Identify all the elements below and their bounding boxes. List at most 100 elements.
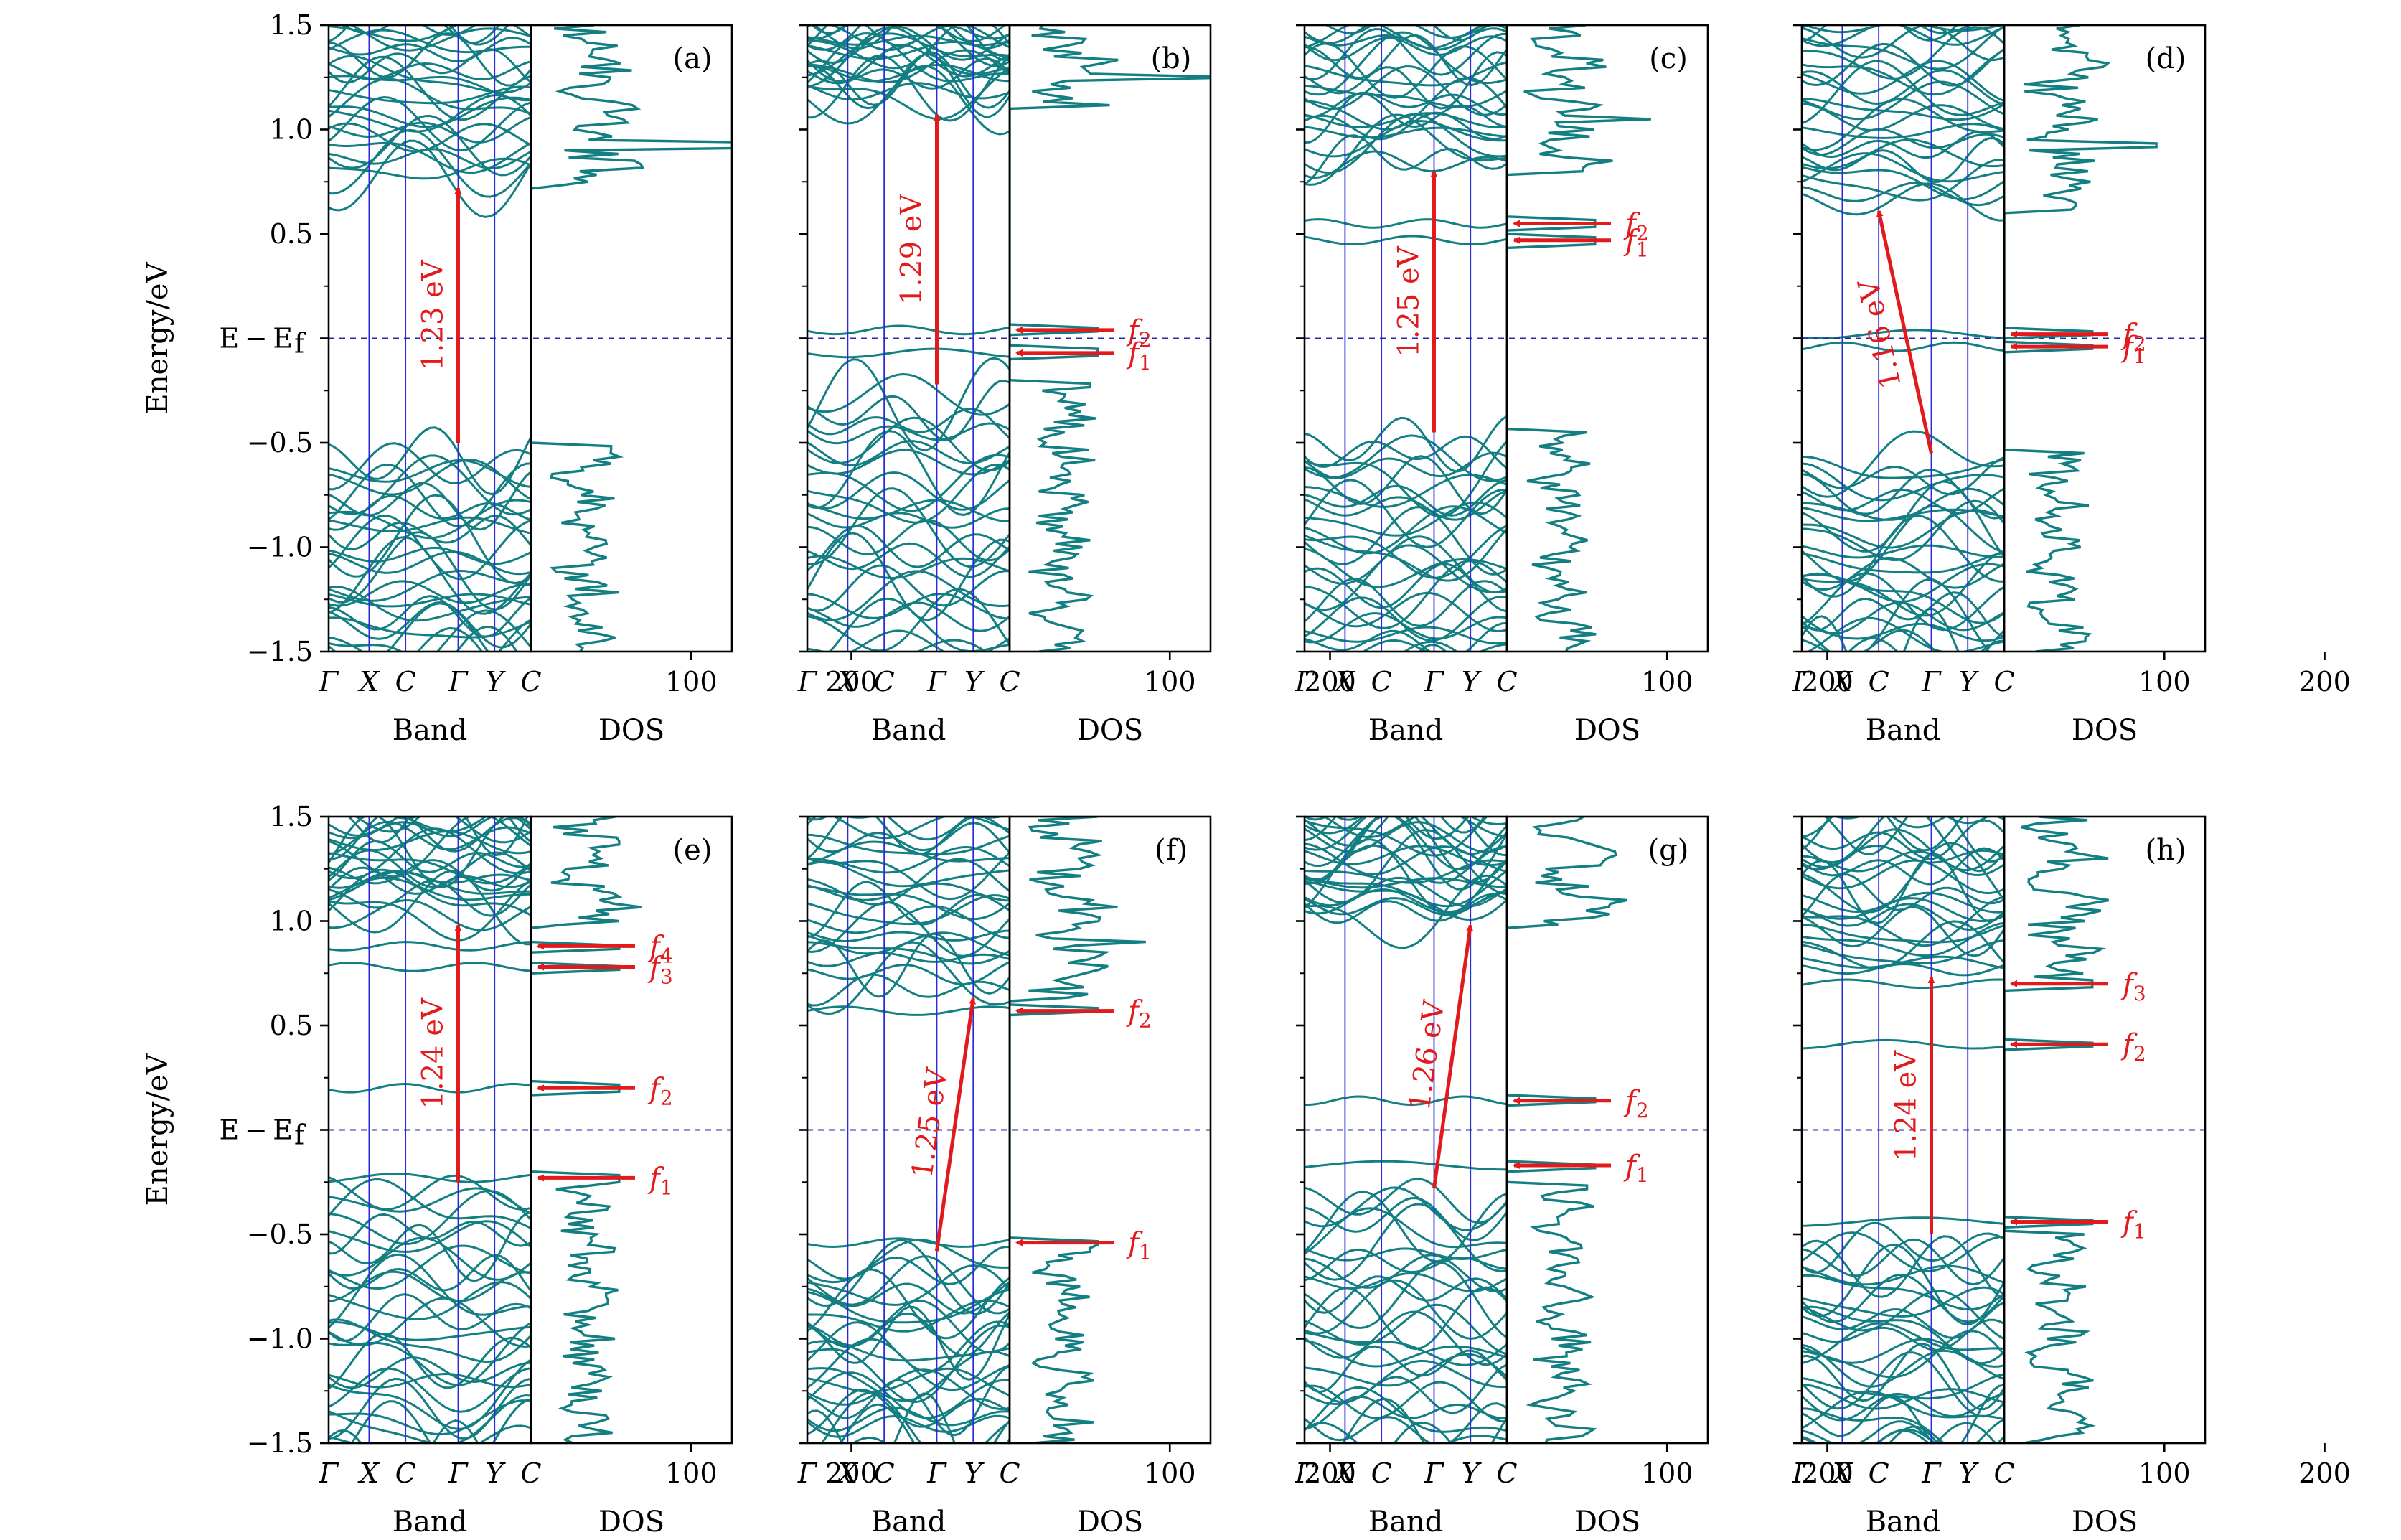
valence-band-line xyxy=(1305,455,1507,515)
valence-band-line xyxy=(807,1350,1010,1402)
dos-frame xyxy=(1008,815,1212,1445)
gap-label: 1.16 eV xyxy=(1852,276,1908,392)
conduction-band-line xyxy=(1493,25,1507,27)
valence-band-line xyxy=(1305,1386,1507,1433)
conduction-band-line xyxy=(1802,131,2004,159)
defect-band-f2 xyxy=(1802,1038,2004,1050)
valence-band-line xyxy=(1305,505,1507,555)
kpoint-label: C xyxy=(1993,1457,2014,1489)
conduction-band-line xyxy=(329,37,531,62)
band-lines xyxy=(807,25,1010,652)
conduction-band-line xyxy=(1802,903,2004,931)
conduction-band-line xyxy=(807,860,1010,888)
valence-band-line xyxy=(1305,1339,1507,1368)
valence-band-line xyxy=(1802,1238,2004,1286)
gap-label: 1.23 eV xyxy=(416,259,449,370)
valence-band-line xyxy=(329,1174,531,1211)
conduction-band-line xyxy=(1802,80,2004,121)
conduction-band-line xyxy=(1305,25,1494,44)
conduction-band-line xyxy=(1802,123,2004,139)
conduction-band-line xyxy=(1802,25,2004,34)
gap-label: 1.29 eV xyxy=(895,194,928,305)
valence-band-line xyxy=(1305,577,1507,627)
valence-band-line xyxy=(1305,1279,1507,1340)
kpoint-label: X xyxy=(836,666,859,698)
valence-band-line xyxy=(807,564,1010,612)
y-tick-label: 1.5 xyxy=(270,801,313,832)
valence-band-line xyxy=(807,1389,1010,1435)
conduction-band-line xyxy=(329,859,531,892)
y-tick-label: 0.5 xyxy=(270,1010,313,1041)
valence-band-line xyxy=(1305,548,1507,588)
band-lines xyxy=(1802,25,2004,652)
conduction-band-line xyxy=(329,830,531,855)
valence-band-line xyxy=(329,471,531,531)
conduction-band-line xyxy=(329,85,531,105)
conduction-band-line xyxy=(1802,69,2004,105)
valence-band-line xyxy=(1305,1303,1507,1356)
valence-band-line xyxy=(329,1332,531,1390)
defect-label-f1: f1 xyxy=(1126,1227,1152,1264)
valence-band-line xyxy=(807,1300,1010,1354)
conduction-band-line xyxy=(842,817,1006,819)
valence-band-line xyxy=(1876,1429,1930,1443)
dos-tick-label: 100 xyxy=(665,1457,718,1489)
valence-band-line xyxy=(329,593,531,608)
valence-band-line xyxy=(1305,611,1507,644)
conduction-band-line xyxy=(1802,25,2004,70)
conduction-band-line xyxy=(329,93,531,133)
valence-band-line xyxy=(329,1220,531,1253)
valence-band-line xyxy=(329,1293,531,1343)
conduction-band-line xyxy=(1802,138,2004,170)
defect-label-f1: f1 xyxy=(2120,1206,2146,1244)
y-tick-label: 0.5 xyxy=(270,218,313,250)
dos-tick-label: 100 xyxy=(665,666,718,698)
valence-band-line xyxy=(1802,544,2004,559)
valence-band-line xyxy=(807,1392,1010,1443)
kpoint-label: X xyxy=(1333,1457,1356,1489)
defect-band-f1 xyxy=(1802,1216,2004,1227)
conduction-band-line xyxy=(807,49,1010,84)
conduction-band-line xyxy=(1802,819,2004,860)
y-tick-label: −1.0 xyxy=(247,1323,313,1355)
dos-tick-label: 200 xyxy=(825,666,878,698)
conduction-band-line xyxy=(1802,859,2004,895)
valence-band-line xyxy=(1305,1353,1507,1387)
valence-band-line xyxy=(1802,578,1991,652)
dos-curve xyxy=(531,25,732,652)
conduction-band-line xyxy=(1833,817,1989,825)
kpoint-label: C xyxy=(1371,666,1392,698)
dos-frame xyxy=(1505,24,1709,653)
valence-band-line xyxy=(329,1399,531,1436)
valence-band-line xyxy=(329,1318,531,1363)
conduction-band-line xyxy=(807,893,1010,926)
valence-band-line xyxy=(329,1367,531,1413)
defect-band-f1 xyxy=(807,1237,1010,1249)
valence-band-line xyxy=(807,1367,1010,1396)
conduction-band-line xyxy=(1305,92,1507,144)
conduction-band-line xyxy=(329,116,531,144)
dos-curve xyxy=(1507,25,1651,652)
valence-band-line xyxy=(1802,1407,1945,1443)
panel-label: (e) xyxy=(673,834,713,867)
dos-curve xyxy=(1010,817,1146,1443)
valence-band-line xyxy=(807,639,988,652)
defect-label-f2: f2 xyxy=(647,1072,673,1109)
conduction-band-line xyxy=(1802,182,2004,207)
valence-band-line xyxy=(1305,1359,1507,1406)
defect-label-f2: f2 xyxy=(1623,207,1649,245)
conduction-band-line xyxy=(1802,98,2004,121)
valence-band-line xyxy=(1393,1421,1453,1443)
conduction-band-line xyxy=(1305,828,1507,903)
conduction-band-line xyxy=(1802,25,2004,62)
valence-band-line xyxy=(807,542,1010,578)
conduction-band-line xyxy=(329,114,531,177)
valence-band-line xyxy=(1802,1343,2004,1411)
valence-band-line xyxy=(1305,1203,1507,1281)
valence-band-line xyxy=(329,1187,531,1215)
kpoint-label: C xyxy=(1371,1457,1392,1489)
x-label-dos: DOS xyxy=(1574,1506,1640,1539)
defect-band-f1 xyxy=(329,1173,531,1183)
conduction-band-line xyxy=(1305,817,1488,857)
